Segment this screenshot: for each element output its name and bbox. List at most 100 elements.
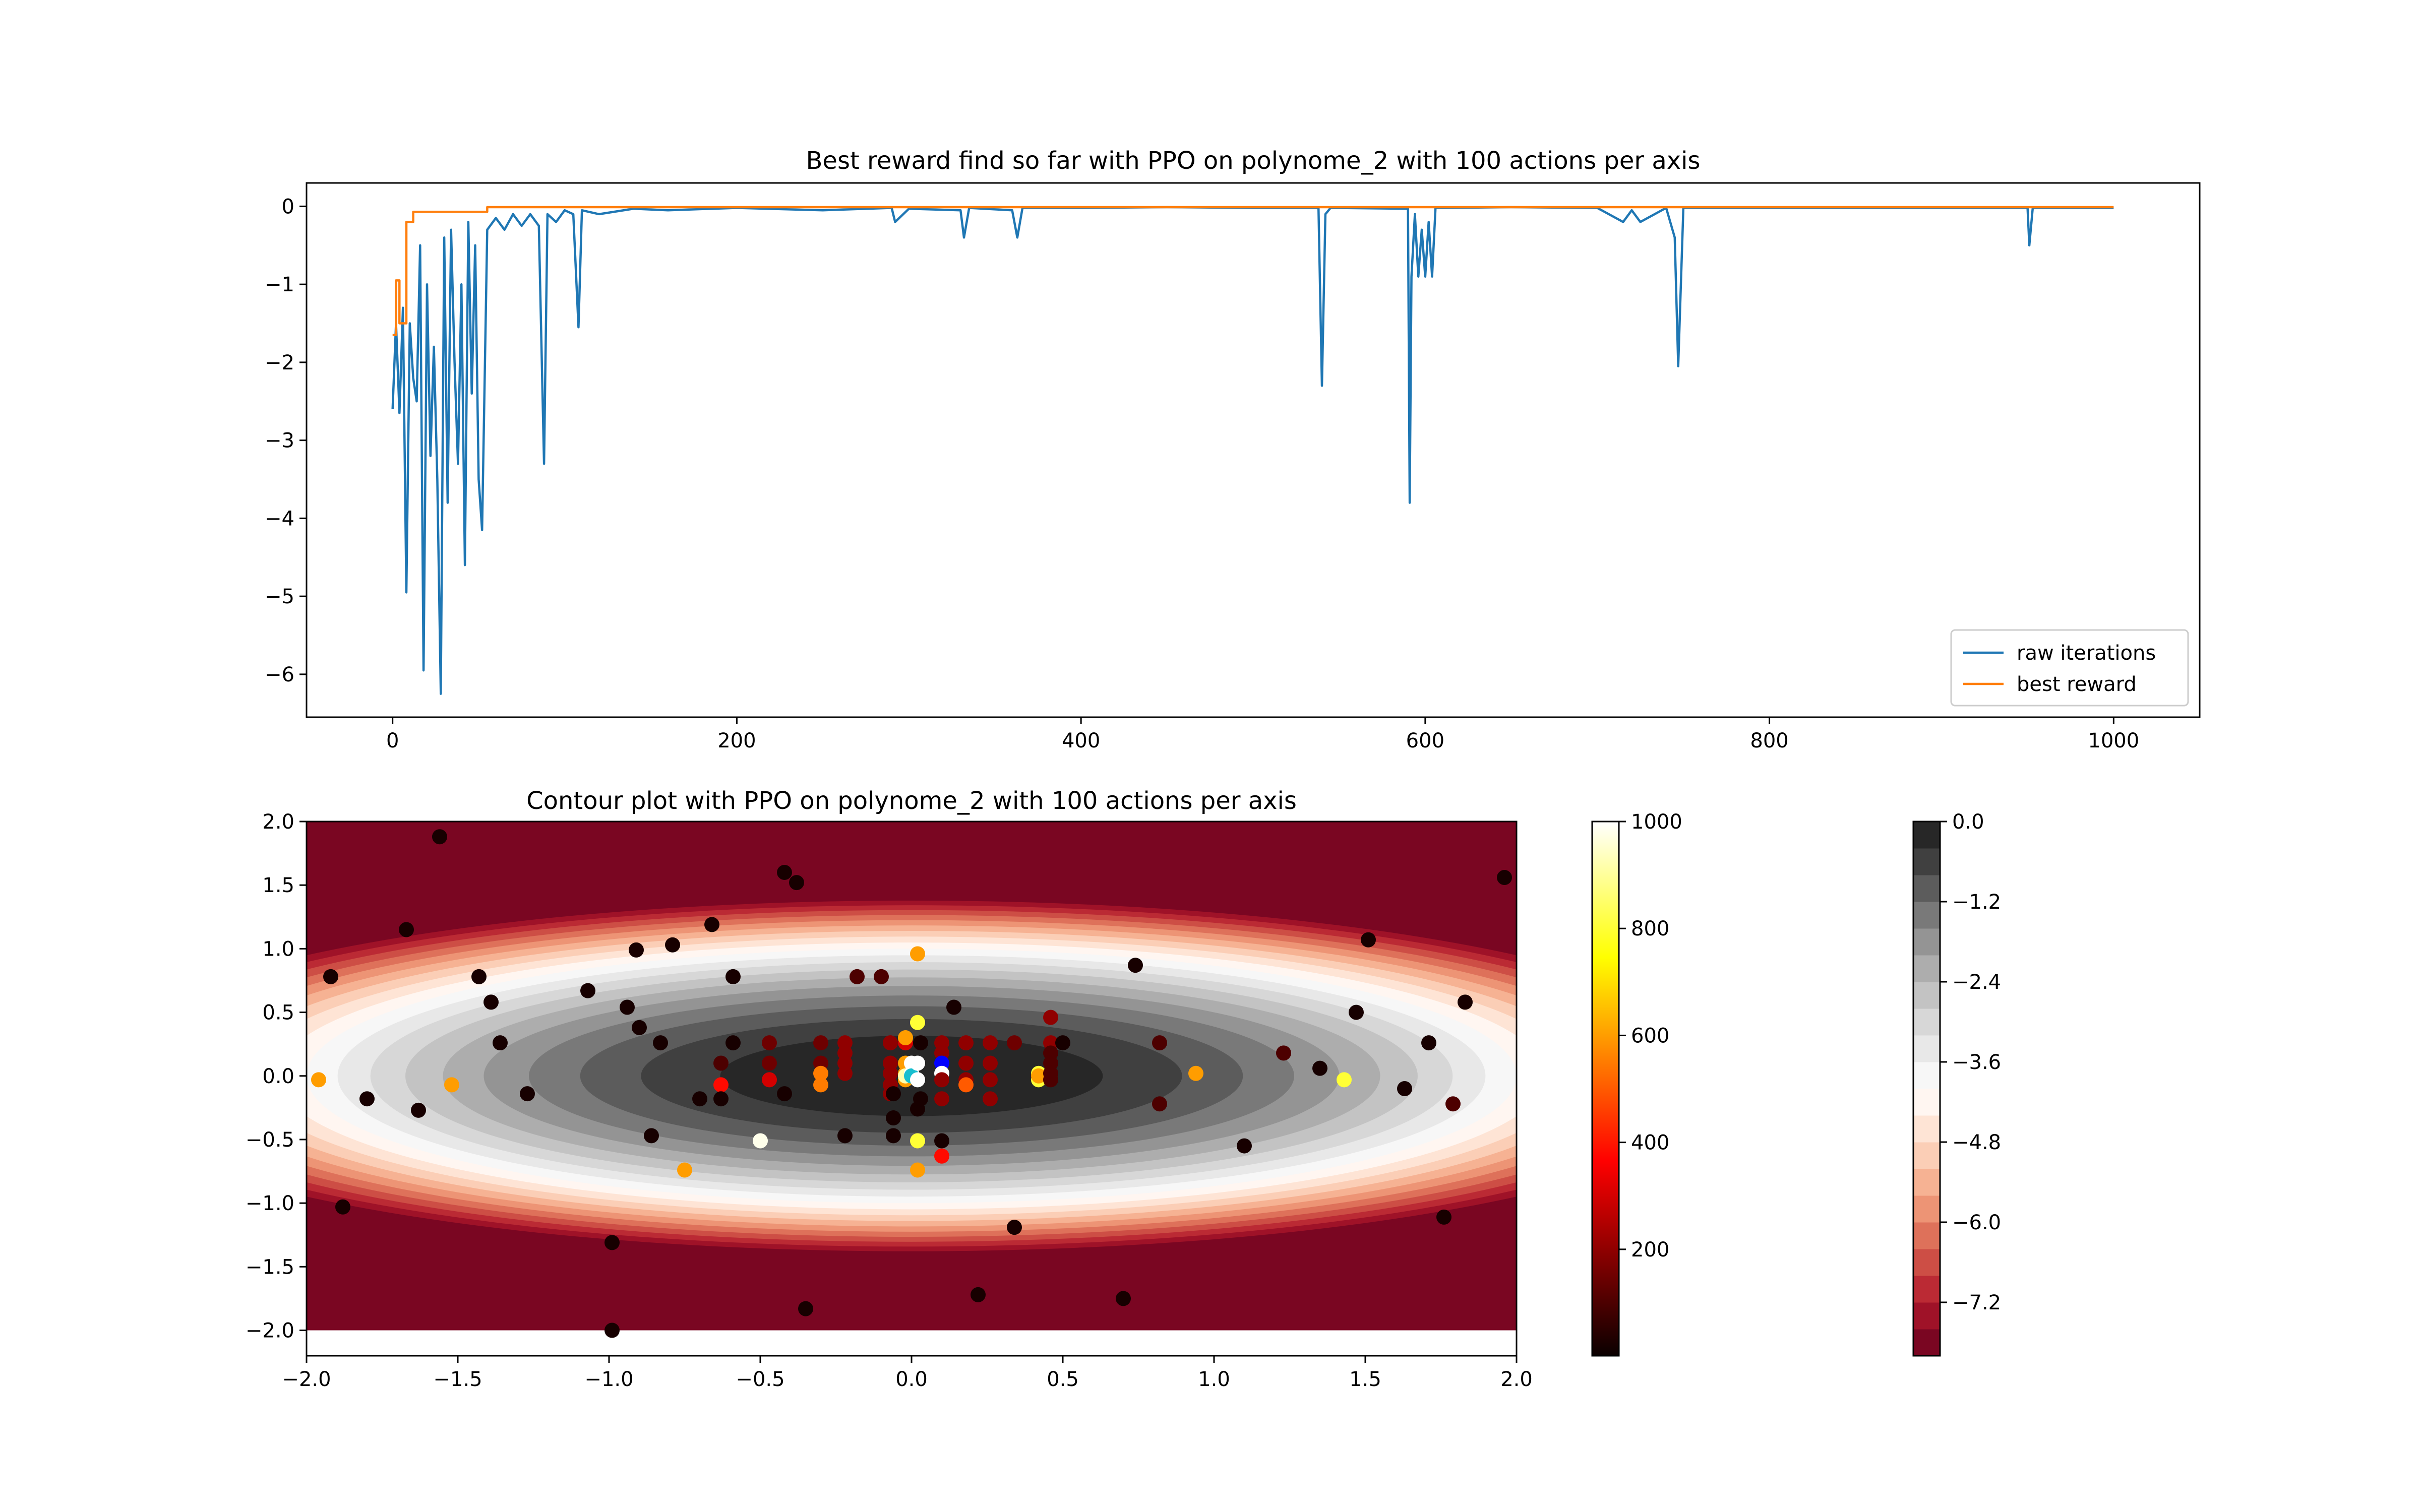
x-tick-label: 1.5 [1349, 1368, 1381, 1391]
scatter-point [946, 999, 961, 1015]
scatter-point [311, 1072, 326, 1088]
scatter-point [604, 1322, 620, 1338]
colorbar-tick-label: −6.0 [1952, 1211, 2001, 1234]
y-axis-ticks: 2.0 1.5 1.0 0.5 0.0 −0.5 −1.0 −1.5 −2.0 [246, 810, 307, 1343]
reward-line-chart: Best reward find so far with PPO on poly… [265, 147, 2201, 752]
scatter-point [704, 917, 719, 932]
scatter-point [520, 1086, 535, 1102]
scatter-point [1188, 1065, 1203, 1081]
scatter-point [798, 1301, 813, 1316]
colorbar-segment [1913, 822, 1940, 849]
scatter-point [910, 1015, 925, 1030]
scatter-point [1237, 1138, 1252, 1154]
colorbar-tick-label: 1000 [1631, 810, 1682, 834]
scatter-point [883, 1035, 898, 1051]
x-tick-label: −2.0 [282, 1368, 331, 1391]
scatter-point [1276, 1045, 1291, 1061]
chart-title: Contour plot with PPO on polynome_2 with… [526, 787, 1297, 815]
colorbar-segment [1913, 1249, 1940, 1276]
scatter-point [323, 969, 338, 984]
scatter-point [629, 942, 644, 958]
scatter-point [910, 1055, 925, 1071]
scatter-point [432, 829, 447, 845]
x-axis-ticks: 0 200 400 600 800 1000 [386, 717, 2139, 752]
scatter-point [677, 1162, 692, 1178]
scatter-point [837, 1065, 853, 1081]
scatter-point [958, 1055, 974, 1071]
x-tick-label: 0.0 [895, 1368, 928, 1391]
colorbar-tick-label: 800 [1631, 917, 1669, 940]
scatter-point [1116, 1291, 1131, 1306]
scatter-point [837, 1128, 853, 1144]
scatter-point [762, 1055, 777, 1071]
x-tick-label: 600 [1406, 729, 1444, 752]
scatter-point [493, 1035, 508, 1051]
colorbar-tick-label: 600 [1631, 1024, 1669, 1047]
colorbar-segment [1913, 875, 1940, 902]
scatter-point [1349, 1004, 1364, 1020]
scatter-point [1312, 1060, 1327, 1076]
colorbar-gradient [1592, 822, 1619, 1356]
scatter-point [665, 937, 680, 953]
scatter-point [713, 1055, 729, 1071]
scatter-point [910, 1072, 925, 1088]
legend-label: raw iterations [2017, 642, 2156, 665]
colorbar-tick-label: 200 [1631, 1238, 1669, 1262]
colorbar-segment [1913, 928, 1940, 956]
scatter-point [813, 1035, 828, 1051]
series-line-best-reward [392, 206, 2114, 337]
scatter-point [1128, 958, 1143, 973]
y-tick-label: 1.5 [262, 874, 294, 897]
colorbar-segment [1913, 1035, 1940, 1062]
scatter-point [983, 1055, 998, 1071]
colorbar-segment [1913, 1062, 1940, 1089]
scatter-points [311, 829, 1512, 1338]
y-axis-ticks: 0 −1 −2 −3 −4 −5 −6 [265, 195, 307, 686]
colorbar-segment [1913, 1302, 1940, 1330]
scatter-point [1152, 1096, 1167, 1112]
scatter-point [620, 999, 635, 1015]
y-tick-label: −2 [265, 351, 294, 374]
scatter-point [762, 1035, 777, 1051]
scatter-point [753, 1133, 768, 1149]
colorbar-segment [1913, 1142, 1940, 1169]
scatter-point [874, 969, 889, 984]
x-tick-label: −1.5 [433, 1368, 482, 1391]
colorbar-tick-label: 0.0 [1952, 810, 1984, 834]
scatter-point [725, 1035, 741, 1051]
y-tick-label: −5 [265, 585, 294, 608]
scatter-point [913, 1091, 928, 1107]
colorbar-segment [1913, 1009, 1940, 1036]
colorbar-tick-label: −7.2 [1952, 1291, 2001, 1314]
scatter-point [725, 969, 741, 984]
scatter-point [653, 1035, 668, 1051]
scatter-point [934, 1148, 949, 1164]
scatter-point [1421, 1035, 1436, 1051]
x-tick-label: 800 [1750, 729, 1788, 752]
scatter-point [1043, 1010, 1058, 1025]
colorbar-segment [1913, 1115, 1940, 1143]
scatter-point [777, 1086, 792, 1102]
y-tick-label: −0.5 [246, 1128, 294, 1152]
scatter-point [762, 1072, 777, 1088]
colorbar-segment [1913, 1169, 1940, 1196]
y-tick-label: −1.0 [246, 1192, 294, 1215]
colorbar-tick-label: −4.8 [1952, 1131, 2001, 1154]
scatter-point [692, 1091, 707, 1107]
scatter-point [604, 1235, 620, 1250]
scatter-point [886, 1128, 901, 1144]
scatter-point [644, 1128, 659, 1144]
scatter-point [813, 1065, 828, 1081]
series-group [391, 206, 2114, 695]
legend-box [1950, 629, 2189, 707]
y-tick-label: 0 [282, 195, 294, 218]
y-tick-label: −1 [265, 273, 294, 296]
scatter-point [886, 1110, 901, 1126]
y-tick-label: 0.5 [262, 1001, 294, 1025]
scatter-point [1043, 1072, 1058, 1088]
colorbar-segment [1913, 1276, 1940, 1303]
plot-area [306, 182, 2201, 718]
scatter-point [777, 864, 792, 880]
scatter-point [971, 1287, 986, 1302]
